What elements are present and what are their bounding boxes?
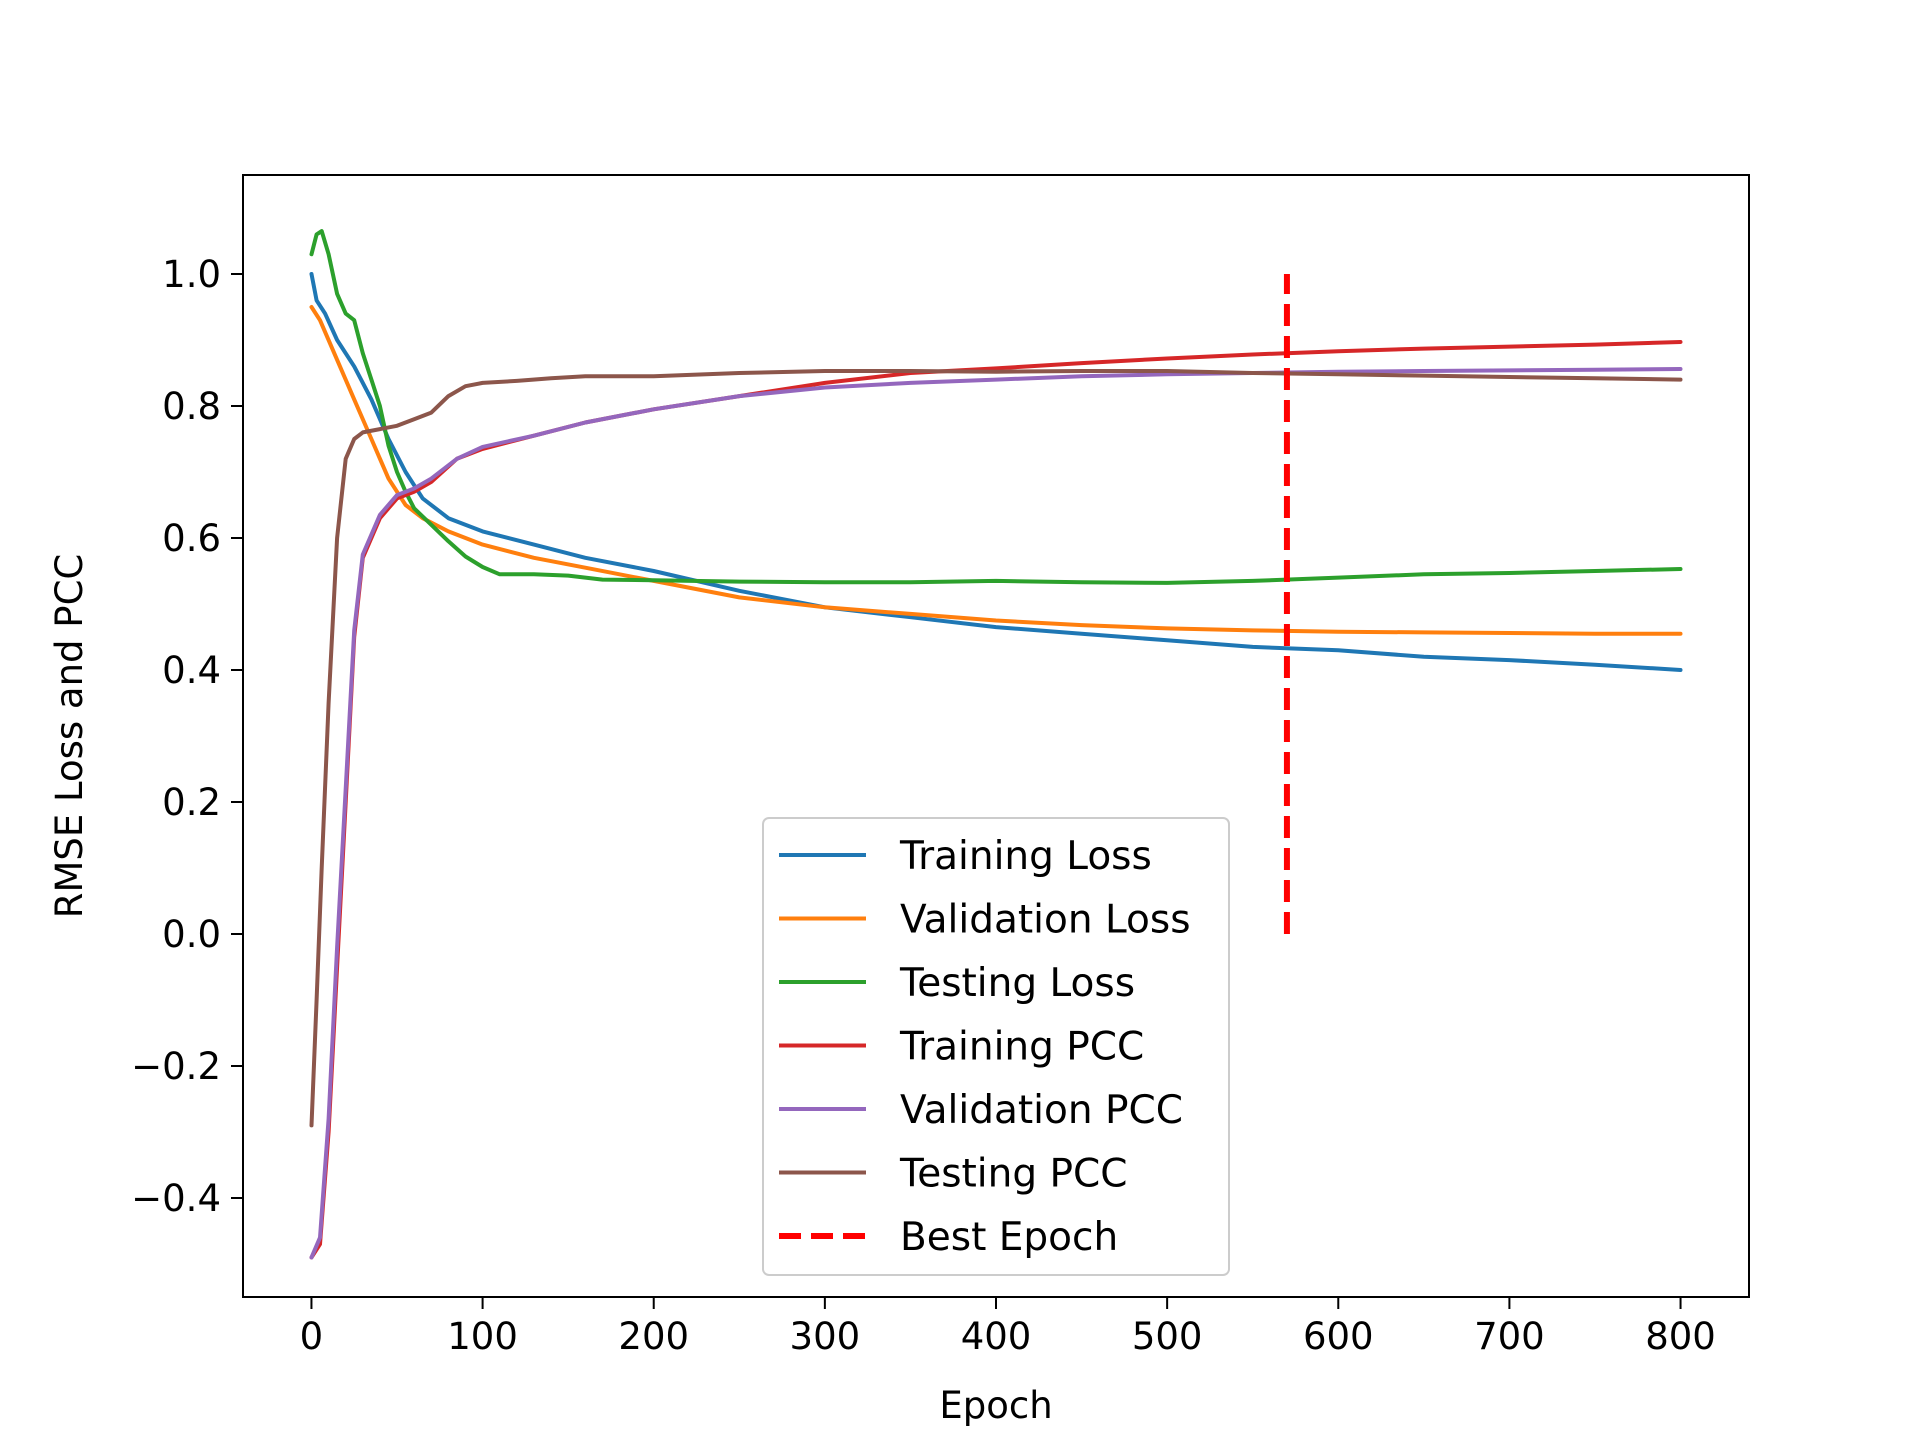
legend-label-validation-pcc: Validation PCC	[900, 1088, 1183, 1133]
y-tick-label: −0.4	[131, 1177, 221, 1220]
plot-lines	[309, 229, 1683, 1260]
x-tick-label: 700	[1474, 1315, 1545, 1358]
legend-label-training-pcc: Training PCC	[899, 1025, 1144, 1070]
legend-entries: Training Loss Validation Loss Testing Loss…	[779, 834, 1191, 1260]
x-tick-label: 500	[1132, 1315, 1203, 1358]
x-tick-label: 600	[1303, 1315, 1374, 1358]
x-tick-label: 800	[1645, 1315, 1716, 1358]
y-tick-label: 0.0	[162, 913, 221, 956]
series-line-testing-pcc	[309, 369, 1683, 1128]
series-line-testing-loss	[309, 229, 1683, 585]
x-axis-ticks: 0 100 200 300 400 500 600 700 800	[300, 1297, 1716, 1358]
legend-label-best-epoch: Best Epoch	[900, 1215, 1118, 1260]
x-tick-label: 100	[447, 1315, 518, 1358]
x-tick-label: 400	[961, 1315, 1032, 1358]
x-tick-label: 200	[618, 1315, 689, 1358]
legend-frame	[762, 817, 1230, 1276]
y-tick-label: 0.2	[162, 781, 221, 824]
legend: Training Loss Validation Loss Testing Loss…	[762, 817, 1230, 1276]
x-tick-label: 0	[300, 1315, 324, 1358]
series-line-training-loss	[309, 272, 1683, 672]
legend-label-testing-pcc: Testing PCC	[899, 1152, 1128, 1197]
y-tick-label: 1.0	[162, 253, 221, 296]
legend-label-validation-loss: Validation Loss	[900, 898, 1191, 943]
y-tick-label: −0.2	[131, 1045, 221, 1088]
y-tick-label: 0.4	[162, 649, 221, 692]
y-tick-label: 0.8	[162, 385, 221, 428]
legend-label-testing-loss: Testing Loss	[899, 961, 1135, 1006]
y-axis-label: RMSE Loss and PCC	[48, 554, 91, 919]
x-axis-label: Epoch	[939, 1384, 1052, 1427]
x-tick-label: 300	[790, 1315, 861, 1358]
y-tick-label: 0.6	[162, 517, 221, 560]
y-axis-ticks: −0.4 −0.2 0.0 0.2 0.4 0.6 0.8 1.0	[131, 253, 243, 1220]
legend-label-training-loss: Training Loss	[899, 834, 1152, 879]
